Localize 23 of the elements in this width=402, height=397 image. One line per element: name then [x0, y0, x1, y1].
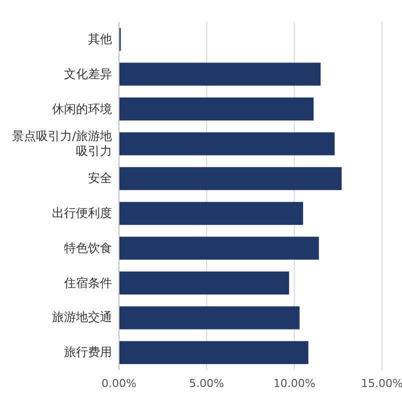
bar [119, 167, 342, 190]
y-tick-label: 其他 [87, 32, 112, 47]
x-tick-label: 0.00% [102, 377, 136, 390]
bar [119, 98, 314, 120]
y-tick-label: 旅行费用 [63, 345, 112, 360]
bar [119, 236, 319, 260]
bar [119, 202, 304, 225]
y-tick-label: 安全 [87, 171, 112, 186]
y-tick-label: 旅游地交通 [51, 310, 112, 326]
y-tick-label: 景点吸引力/旅游地吸引力 [10, 128, 112, 159]
y-tick-label: 住宿条件 [63, 276, 112, 290]
x-tick-label: 10.00% [273, 377, 316, 390]
y-tick-label: 文化差异 [63, 66, 112, 82]
y-tick-label: 出行便利度 [51, 206, 112, 221]
bar [119, 341, 308, 364]
bar [119, 62, 321, 86]
x-tick-label: 15.00% [361, 377, 402, 390]
bar [119, 132, 335, 156]
y-tick-label: 休闲的环境 [51, 102, 112, 116]
bar [119, 272, 290, 294]
bar [119, 306, 300, 330]
x-tick-label: 5.00% [189, 377, 224, 390]
y-tick-label: 特色饮食 [63, 240, 112, 256]
